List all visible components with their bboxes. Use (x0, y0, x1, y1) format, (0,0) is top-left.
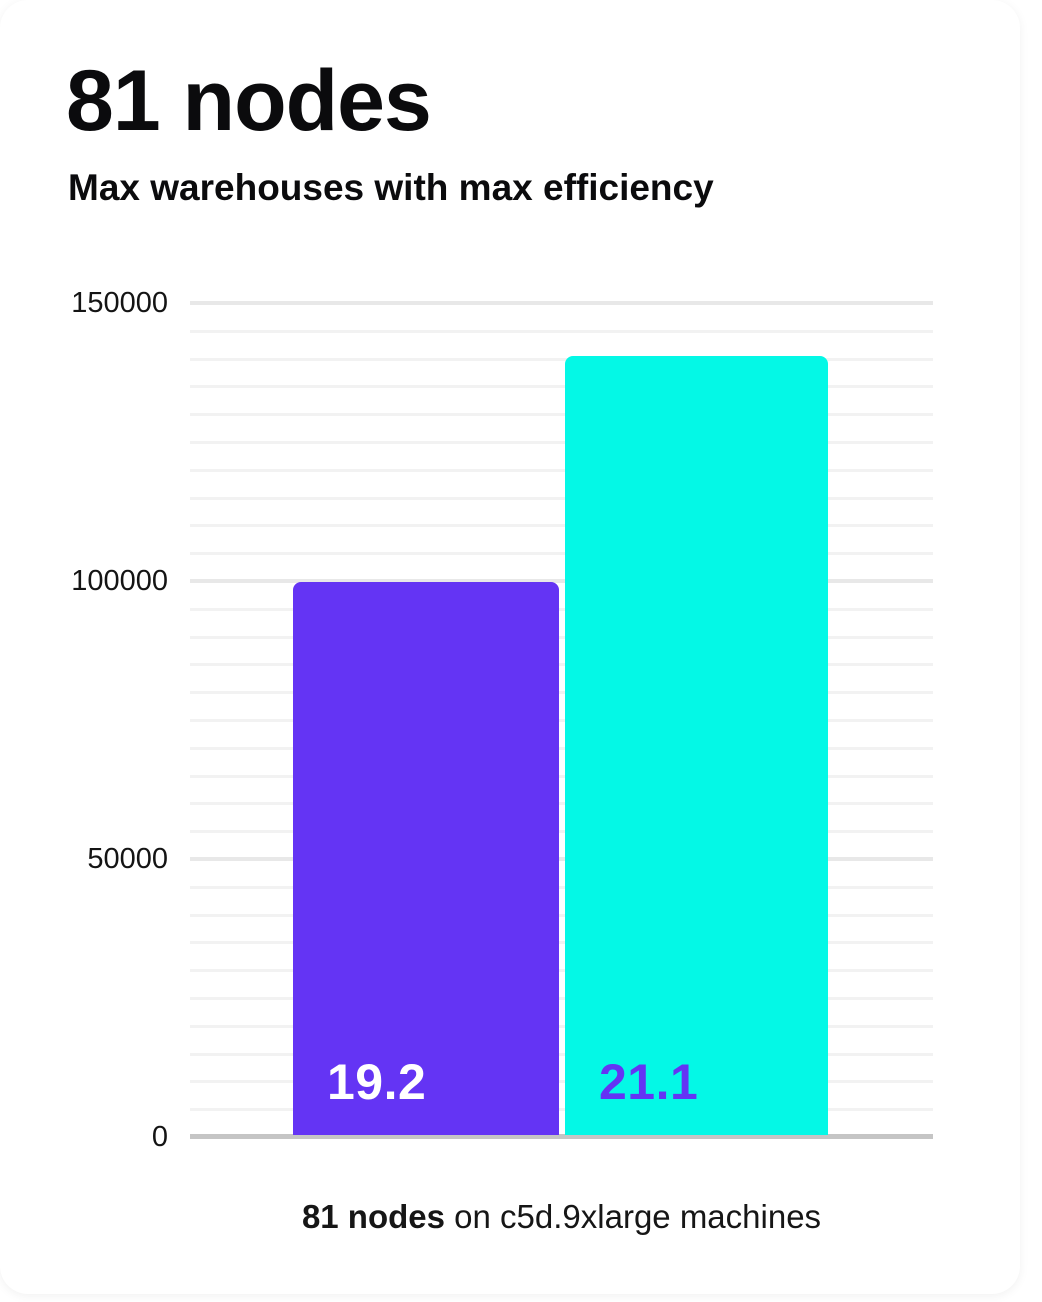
page-title: 81 nodes (66, 53, 432, 149)
chart-caption: 81 nodes on c5d.9xlarge machines (190, 1198, 933, 1236)
gridline-major (190, 301, 933, 305)
gridline-major (190, 579, 933, 584)
gridline-minor (190, 746, 933, 750)
gridline-minor (190, 997, 933, 1001)
gridline-minor (190, 691, 933, 695)
y-axis-tick-label: 50000 (87, 843, 168, 876)
gridline-minor (190, 913, 933, 917)
y-axis: 0 50000 100000 150000 (0, 288, 168, 1152)
gridline-minor (190, 607, 933, 611)
plot-area: 19.2 21.1 (190, 301, 933, 1139)
gridline-minor (190, 524, 933, 528)
bar-value-21.1: 21.1 (565, 356, 828, 1135)
y-axis-tick-label: 0 (151, 1121, 168, 1153)
caption-bold-text: 81 nodes (301, 1198, 445, 1235)
gridline-minor (190, 1052, 933, 1056)
gridline-minor (190, 885, 933, 889)
bar-data-label: 21.1 (599, 1054, 699, 1110)
gridline-minor (190, 830, 933, 834)
bar-data-label: 19.2 (327, 1054, 427, 1110)
gridline-minor (190, 441, 933, 444)
gridline-minor (190, 635, 933, 639)
infographic-card: 81 nodes Max warehouses with max efficie… (0, 53, 1020, 1236)
gridline-minor (190, 941, 933, 945)
gridline-minor (190, 1108, 933, 1112)
gridline-minor (190, 496, 933, 500)
caption-regular-text: on c5d.9xlarge machines (445, 1198, 822, 1235)
y-axis-tick-label: 100000 (71, 565, 168, 598)
bar-value-19.2: 19.2 (293, 581, 559, 1135)
gridline-minor (190, 802, 933, 806)
gridline-minor (190, 719, 933, 722)
gridline-minor (190, 329, 933, 333)
gridline-minor (190, 663, 933, 667)
gridline-minor (190, 969, 933, 973)
y-axis-tick-label: 150000 (71, 287, 168, 319)
gridline-major (190, 857, 933, 862)
gridline-minor (190, 1024, 933, 1028)
bar-chart: 0 50000 100000 150000 19.2 21.1 (0, 288, 1020, 1152)
x-axis-line (190, 1134, 933, 1139)
page-subtitle: Max warehouses with max efficiency (68, 167, 714, 208)
gridline-minor (190, 385, 933, 389)
gridline-minor (190, 552, 933, 556)
gridline-minor (190, 774, 933, 778)
gridline-minor (190, 1080, 933, 1084)
gridline-minor (190, 357, 933, 361)
gridline-minor (190, 413, 933, 417)
gridline-minor (190, 468, 933, 472)
